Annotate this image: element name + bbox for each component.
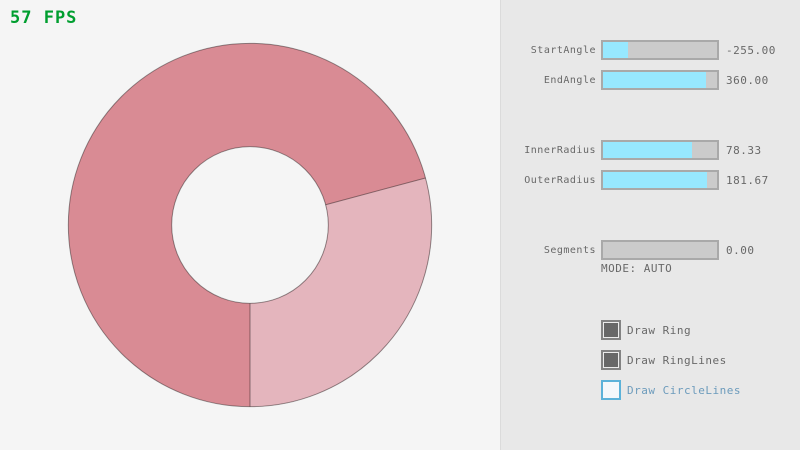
slider-row-startangle: StartAngle -255.00 [501,40,800,60]
checkbox-row-draw-ringlines[interactable]: Draw RingLines [601,350,727,370]
slider-label-startangle: StartAngle [530,44,596,56]
slider-label-outerradius: OuterRadius [524,174,596,186]
checkbox-row-draw-ring[interactable]: Draw Ring [601,320,691,340]
slider-value-endangle: 360.00 [726,73,769,87]
checkbox-draw-ring[interactable] [601,320,621,340]
slider-label-endangle: EndAngle [543,74,596,86]
slider-label-segments: Segments [543,244,596,256]
slider-endangle[interactable] [601,70,719,90]
slider-innerradius[interactable] [601,140,719,160]
slider-fill-startangle [603,42,628,58]
slider-fill-innerradius [603,142,693,158]
slider-value-innerradius: 78.33 [726,143,762,157]
slider-label-innerradius: InnerRadius [524,144,596,156]
slider-row-outerradius: OuterRadius 181.67 [501,170,800,190]
slider-value-startangle: -255.00 [726,43,776,57]
slider-outerradius[interactable] [601,170,719,190]
slider-segments[interactable] [601,240,719,260]
slider-row-endangle: EndAngle 360.00 [501,70,800,90]
checkbox-label-draw-ringlines: Draw RingLines [627,353,727,367]
checkbox-draw-circlelines[interactable] [601,380,621,400]
slider-row-segments: Segments 0.00 [501,240,800,260]
checkbox-row-draw-circlelines[interactable]: Draw CircleLines [601,380,741,400]
slider-value-segments: 0.00 [726,243,755,257]
slider-startangle[interactable] [601,40,719,60]
slider-fill-endangle [603,72,706,88]
control-panel: StartAngle -255.00 EndAngle 360.00 Inner… [500,0,800,450]
mode-label: MODE: AUTO [601,262,673,275]
fps-counter: 57 FPS [10,8,78,28]
render-canvas: 57 FPS [10,8,433,408]
slider-row-innerradius: InnerRadius 78.33 [501,140,800,160]
checkbox-label-draw-ring: Draw Ring [627,323,692,337]
ring-visualization [67,42,433,408]
slider-fill-outerradius [603,172,707,188]
checkbox-draw-ringlines[interactable] [601,350,621,370]
checkbox-label-draw-circlelines: Draw CircleLines [627,383,741,397]
slider-value-outerradius: 181.67 [726,173,769,187]
